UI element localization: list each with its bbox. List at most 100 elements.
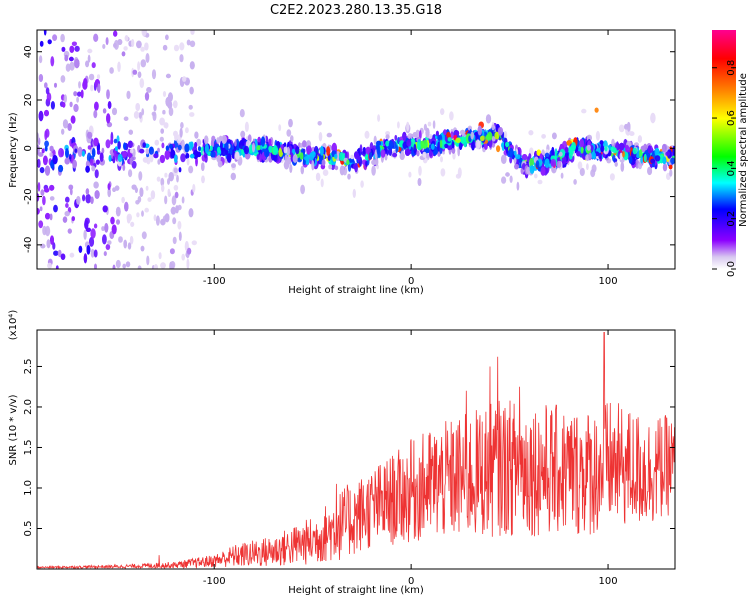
spectrogram-cell xyxy=(198,146,201,152)
spectrogram-cell xyxy=(618,124,625,133)
spectrogram-cell xyxy=(44,109,49,117)
spectrogram-cell xyxy=(190,141,194,149)
spectrogram-cell xyxy=(140,46,145,52)
spectrogram-cell xyxy=(451,147,456,154)
spectrogram-cell xyxy=(155,215,160,226)
spectrogram-frame xyxy=(36,29,676,270)
spectrogram-cell xyxy=(107,183,111,191)
spectrogram-cell xyxy=(94,263,97,269)
colorbar-label: Normalized spectral amplitude xyxy=(738,73,749,227)
spectrogram-cell xyxy=(117,154,123,162)
spectrogram-cell xyxy=(150,190,156,200)
spectrogram-cell xyxy=(93,33,99,42)
snr-frame xyxy=(36,329,676,570)
spectrogram-cell xyxy=(457,167,462,178)
spectrogram-cell xyxy=(320,178,324,188)
spectrogram-cell xyxy=(371,159,377,165)
spectrogram-cell xyxy=(604,145,608,152)
spectrogram-cell xyxy=(420,140,425,149)
spectrogram-cell xyxy=(178,231,182,241)
spectrogram-cell xyxy=(185,153,190,159)
spectrogram-cell xyxy=(283,146,288,154)
spectrogram-cell xyxy=(90,196,94,204)
colorbar-ticks: 0.0 0.2 0.4 0.6 0.8 xyxy=(712,60,737,277)
spectrogram-cell xyxy=(126,90,131,100)
spectrogram-cell xyxy=(577,161,583,170)
spectrogram-cell xyxy=(162,91,167,97)
spectrogram-cell xyxy=(87,145,92,150)
spectrogram-cell xyxy=(460,129,466,135)
spectrogram-cell xyxy=(52,155,58,165)
spectrogram-cell xyxy=(231,163,236,169)
spectrogram-cell xyxy=(173,44,180,52)
spectrogram-cell xyxy=(141,30,147,37)
spectrogram-cell xyxy=(243,145,250,155)
spectrogram-cell xyxy=(477,125,482,136)
spectrogram-cell xyxy=(114,185,120,191)
spectrogram-cell xyxy=(165,34,169,41)
spectrogram-cell xyxy=(190,30,195,35)
spectrogram-cell xyxy=(109,67,114,74)
spectrogram-cell xyxy=(541,134,546,139)
spectrogram-cell xyxy=(69,45,75,53)
spectrogram-cell xyxy=(147,197,152,203)
spectrogram-xlabel: Height of straight line (km) xyxy=(288,285,424,296)
snr-ytick-label: 2.5 xyxy=(23,359,34,375)
spectrogram-xtick-label: 100 xyxy=(599,276,618,287)
spectrogram-cell xyxy=(86,245,91,255)
spectrogram-cell xyxy=(226,153,232,163)
spectrogram-cell xyxy=(61,128,65,135)
spectrogram-cell xyxy=(77,146,83,157)
spectrogram-cell xyxy=(375,157,379,167)
spectrogram-cell xyxy=(186,258,190,269)
spectrogram-cell xyxy=(113,30,118,37)
spectrogram-cell xyxy=(158,252,162,260)
spectrogram-cell xyxy=(628,156,633,164)
spectrogram-cell xyxy=(164,172,168,178)
snr-plot-area xyxy=(37,330,675,569)
spectrogram-cell xyxy=(179,127,183,138)
spectrogram-cell xyxy=(85,60,90,68)
spectrogram-cell xyxy=(186,39,191,46)
spectrogram-cell xyxy=(347,173,351,180)
spectrogram-cell xyxy=(586,144,591,151)
spectrogram-cell xyxy=(46,239,51,249)
spectrogram-cell xyxy=(37,182,41,192)
spectrogram-cell xyxy=(80,89,84,99)
snr-ytick-label: 2.0 xyxy=(23,399,34,415)
spectrogram-cell xyxy=(176,174,179,183)
spectrogram-cell xyxy=(157,159,161,165)
spectrogram-cell xyxy=(298,142,301,148)
spectrogram-cell xyxy=(529,158,534,167)
spectrogram-cell xyxy=(260,136,266,147)
spectrogram-cell xyxy=(360,180,364,188)
colorbar-tick-label: 0.0 xyxy=(726,261,737,277)
spectrogram-cell xyxy=(169,248,175,255)
spectrogram-cell xyxy=(99,152,104,162)
spectrogram-cell xyxy=(167,188,171,197)
spectrogram-cell xyxy=(376,140,382,146)
spectrogram-cell xyxy=(550,158,556,167)
spectrogram-cell xyxy=(95,159,100,165)
spectrogram-cell xyxy=(244,121,249,132)
spectrogram-cell xyxy=(230,172,236,181)
spectrogram-cell xyxy=(257,136,261,143)
spectrogram-cell xyxy=(427,121,432,127)
spectrogram-cell xyxy=(39,167,45,174)
spectrogram-cell xyxy=(451,141,455,149)
spectrogram-cell xyxy=(665,151,671,157)
spectrogram-cell xyxy=(101,147,105,154)
spectrogram-cell xyxy=(142,157,149,163)
snr-xtick-label: 0 xyxy=(408,576,414,587)
spectrogram-cell xyxy=(620,162,625,172)
spectrogram-cell xyxy=(65,63,71,72)
spectrogram-cell xyxy=(418,165,422,176)
spectrogram-cell xyxy=(121,196,125,204)
spectrogram-cell xyxy=(117,141,121,150)
spectrogram-cell xyxy=(162,44,168,51)
spectrogram-cell xyxy=(37,158,41,168)
spectrogram-cell xyxy=(112,264,116,269)
spectrogram-cell xyxy=(142,142,146,148)
spectrogram-cell xyxy=(513,157,517,164)
spectrogram-cell xyxy=(544,152,550,159)
